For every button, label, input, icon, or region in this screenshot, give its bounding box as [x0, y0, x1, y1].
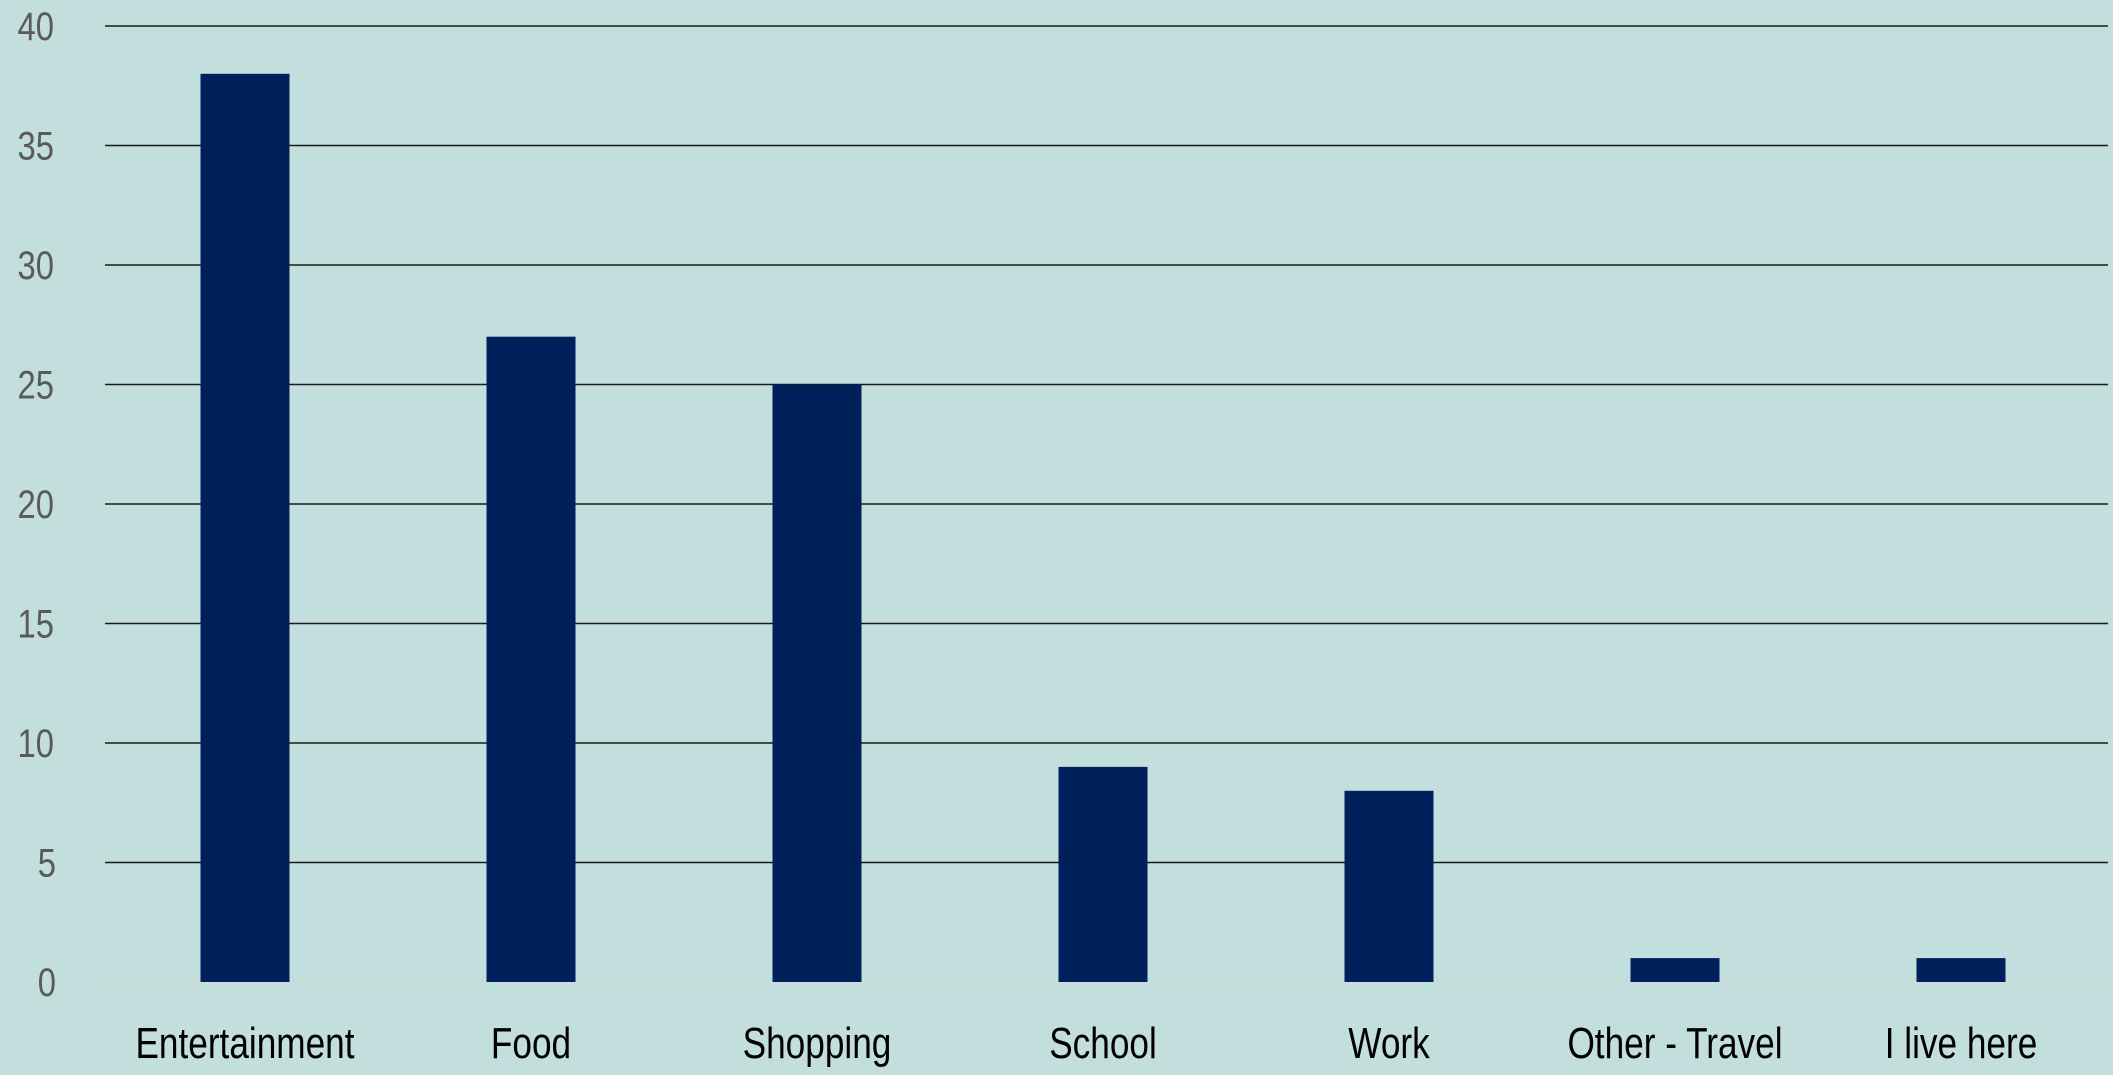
- y-tick-label: 15: [18, 601, 54, 646]
- y-tick-label: 40: [18, 4, 54, 49]
- bar-entertainment[interactable]: [200, 73, 290, 983]
- gridlines: [105, 25, 2108, 983]
- bar-food[interactable]: [486, 336, 576, 982]
- x-tick-label: Shopping: [743, 1019, 892, 1068]
- bar-i-live-here[interactable]: [1916, 958, 2006, 982]
- bars: [200, 73, 2006, 983]
- bar-work[interactable]: [1344, 790, 1434, 982]
- y-tick-label: 20: [18, 482, 54, 527]
- x-tick-label: Food: [491, 1019, 571, 1068]
- y-tick-label: 25: [18, 362, 54, 407]
- bar-shopping[interactable]: [772, 384, 862, 983]
- y-tick-label: 5: [38, 840, 56, 885]
- x-axis-ticks: Entertainment Food Shopping School Work Other…: [135, 1019, 2037, 1068]
- x-tick-label: Work: [1348, 1019, 1430, 1068]
- x-tick-label: Entertainment: [135, 1019, 354, 1068]
- x-tick-label: I live here: [1885, 1019, 2038, 1068]
- y-tick-label: 10: [18, 721, 54, 766]
- y-tick-label: 30: [18, 243, 54, 288]
- bar-school[interactable]: [1058, 766, 1148, 982]
- y-tick-label: 35: [18, 123, 54, 168]
- bar-other-travel[interactable]: [1630, 958, 1720, 982]
- x-tick-label: School: [1049, 1019, 1157, 1068]
- y-tick-label: 0: [38, 960, 56, 1005]
- x-tick-label: Other - Travel: [1567, 1019, 1782, 1068]
- y-axis-ticks: 0 5 10 15 20 25 30 35 40: [18, 4, 56, 1005]
